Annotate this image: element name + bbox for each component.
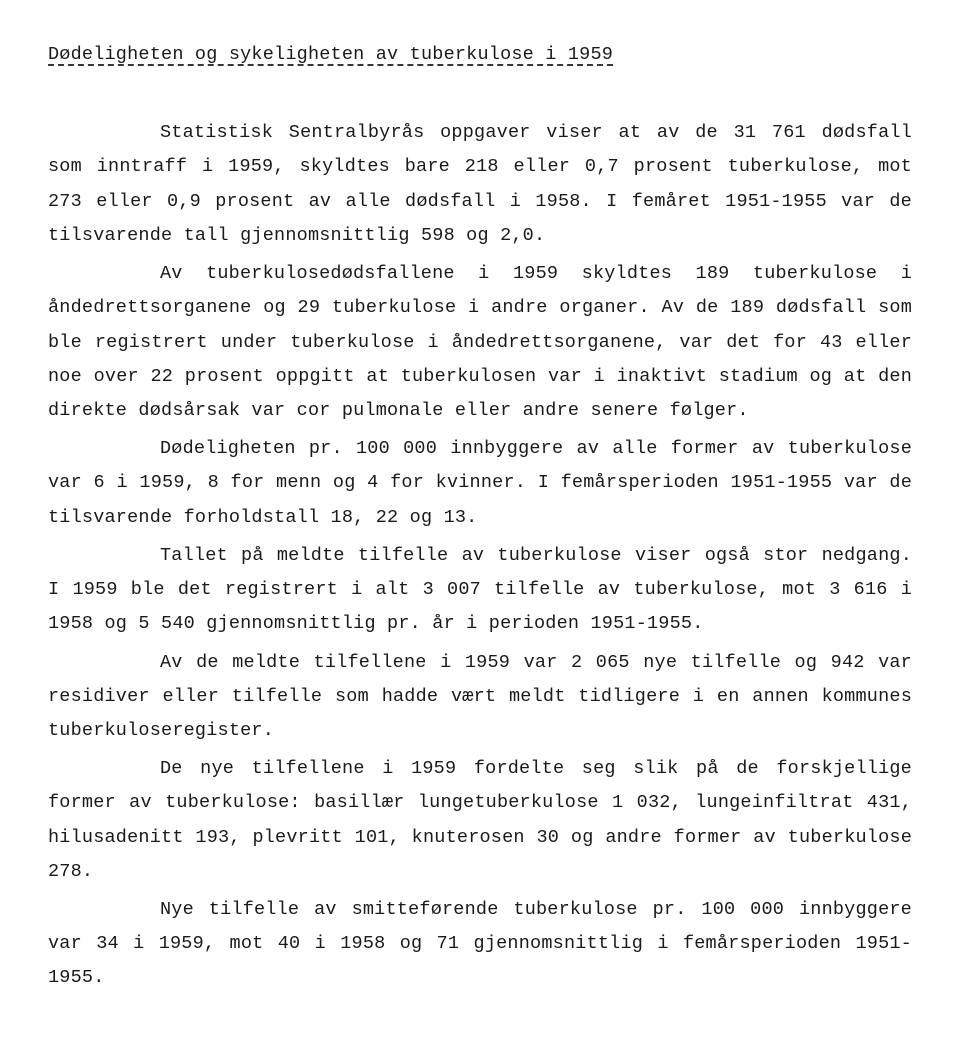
paragraph-7: Nye tilfelle av smitteførende tuberkulos… (48, 893, 912, 996)
paragraph-5: Av de meldte tilfellene i 1959 var 2 065… (48, 646, 912, 749)
paragraph-6: De nye tilfellene i 1959 fordelte seg sl… (48, 752, 912, 889)
paragraph-3: Dødeligheten pr. 100 000 innbyggere av a… (48, 432, 912, 535)
paragraph-2: Av tuberkulosedødsfallene i 1959 skyldte… (48, 257, 912, 428)
paragraph-4: Tallet på meldte tilfelle av tuberkulose… (48, 539, 912, 642)
paragraph-1: Statistisk Sentralbyrås oppgaver viser a… (48, 116, 912, 253)
page-title: Dødeligheten og sykeligheten av tuberkul… (48, 38, 613, 72)
